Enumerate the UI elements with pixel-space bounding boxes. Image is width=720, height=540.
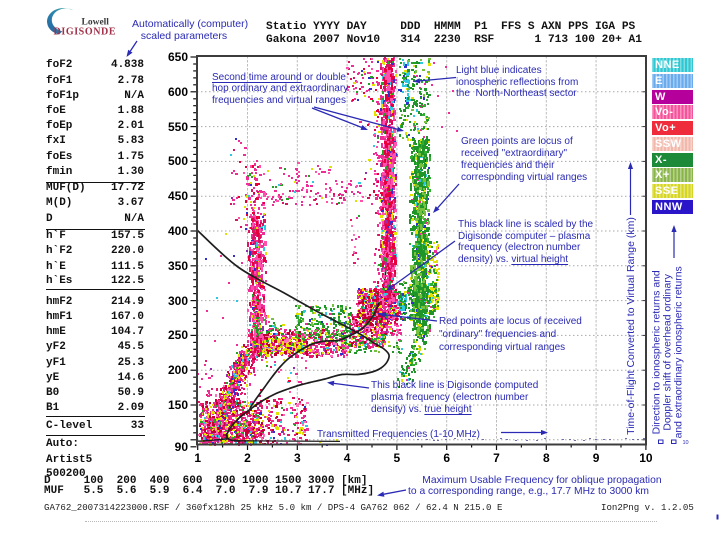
svg-text:Lowell: Lowell [82,18,110,28]
svg-text:DIGISONDE: DIGISONDE [54,27,117,38]
svg-text:10: 10 [683,440,689,446]
